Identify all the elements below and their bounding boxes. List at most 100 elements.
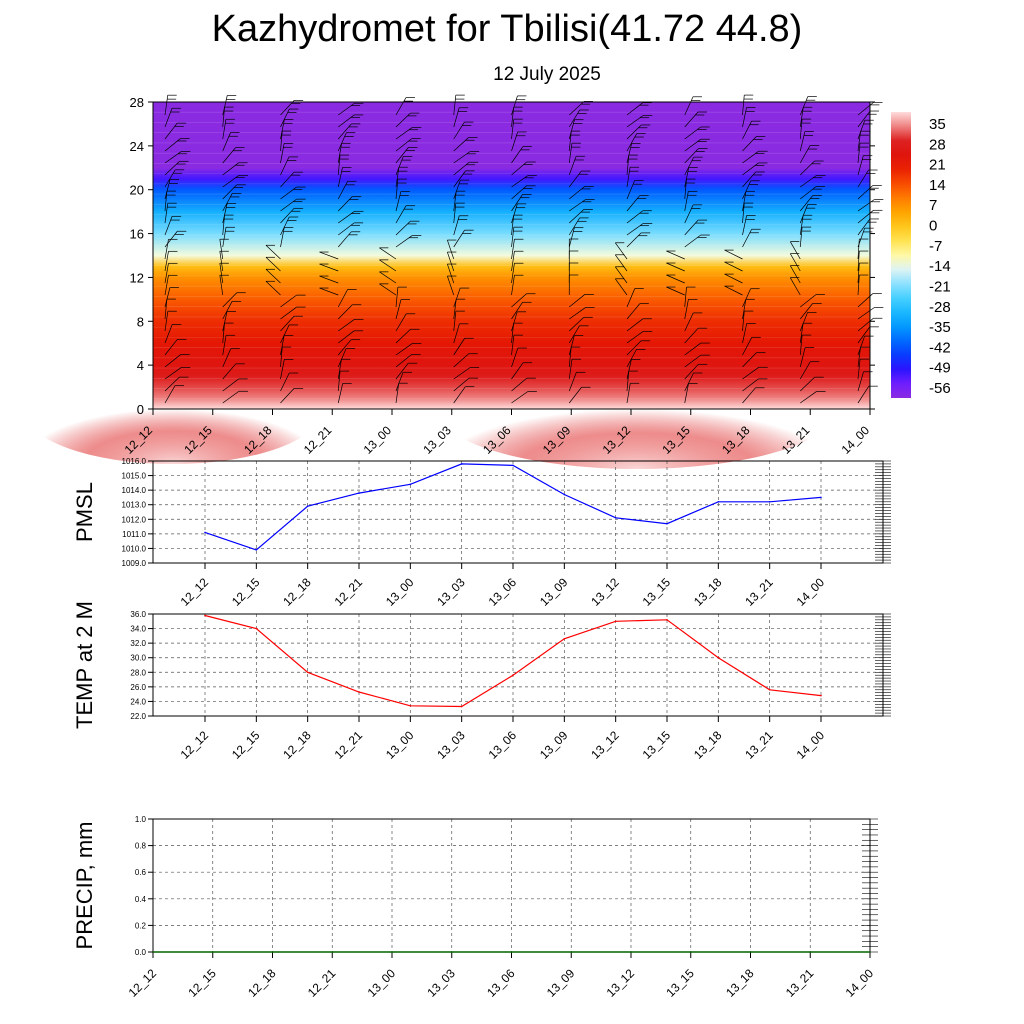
wind-barb (453, 377, 470, 392)
wind-barb (164, 161, 180, 176)
wind-barb (337, 181, 348, 200)
colorbar-label: 0 (929, 218, 937, 235)
wind-barb (280, 227, 285, 248)
wind-barb (338, 114, 355, 128)
wind-barb (742, 180, 752, 200)
wind-barb (338, 102, 355, 116)
wind-barb (511, 194, 523, 212)
wind-barb (395, 167, 400, 188)
y-tick-label: 1015.0 (122, 472, 147, 481)
wind-barb (453, 161, 470, 176)
data-point (460, 463, 463, 465)
wind-barb (857, 169, 869, 188)
x-tick-label: 12_15 (229, 575, 263, 609)
wind-barb (799, 107, 804, 128)
wind-barb (511, 227, 515, 248)
wind-barb (684, 148, 699, 164)
wind-barb (395, 156, 404, 176)
wind-barb (800, 391, 817, 404)
wind-barb (222, 215, 225, 236)
x-tick-label: 14_00 (843, 966, 877, 1000)
wind-barb (626, 155, 630, 176)
wind-barb (265, 281, 281, 296)
chart-title: Kazhydromet for Tbilisi(41.72 44.8) (211, 8, 803, 50)
wind-barb (857, 385, 870, 404)
wind-barb (453, 170, 466, 188)
wind-barb (568, 170, 582, 188)
wind-barb (395, 147, 409, 164)
wind-barb (511, 323, 514, 344)
wind-barb (164, 95, 169, 116)
x-tick-label: 12_18 (280, 728, 314, 762)
wind-barb (626, 223, 644, 236)
wind-barb (280, 171, 295, 188)
wind-barb (337, 289, 348, 308)
wind-barb (395, 220, 411, 236)
colorbar-label: -7 (929, 238, 942, 255)
wind-barb (222, 311, 228, 332)
wind-barb (447, 275, 455, 296)
wind-barb (511, 146, 524, 164)
wind-barb (742, 171, 756, 188)
colorbar-label: 7 (929, 197, 937, 214)
data-point (563, 493, 566, 496)
wind-barb (511, 275, 515, 296)
y-tick-label: 0.0 (135, 948, 147, 957)
plot-frame (152, 613, 884, 717)
wind-barb (684, 204, 694, 224)
wind-barb (684, 96, 694, 116)
wind-barb (280, 335, 285, 356)
x-tick-label: 12_21 (332, 728, 366, 762)
data-point (820, 694, 822, 697)
wind-barb (453, 386, 466, 404)
wind-barb (568, 347, 572, 368)
pmsl-panel: 1009.0 1010.0 1011.0 1012.0 1013.0 1014.0 1015… (72, 457, 891, 609)
wind-barb (222, 363, 237, 380)
x-tick-label: 14_00 (794, 575, 828, 609)
wind-barb (338, 222, 355, 236)
wind-barb (857, 326, 871, 344)
x-tick-label: 13_00 (365, 966, 399, 1000)
wind-barb (280, 306, 297, 320)
wind-barb (280, 324, 290, 344)
wind-barb (569, 209, 585, 224)
wind-barb (800, 160, 815, 176)
wind-barb (511, 362, 524, 380)
wind-barb (724, 285, 743, 296)
wind-barb (569, 294, 586, 308)
y-tick-label: 24 (130, 139, 144, 154)
data-point (306, 505, 309, 507)
y-tick-label: 8 (137, 314, 144, 329)
wind-barb (511, 302, 523, 320)
wind-barb (799, 215, 804, 236)
wind-barb (626, 102, 643, 116)
wind-barb (280, 108, 290, 128)
wind-barb (568, 359, 573, 380)
colorbar-label: -49 (929, 360, 951, 377)
wind-barb (615, 278, 628, 296)
data-point (409, 483, 412, 486)
wind-barb (395, 97, 407, 116)
wind-barb (568, 109, 581, 128)
wind-barb (684, 219, 699, 236)
wind-barb (453, 229, 465, 248)
wind-barb (164, 239, 169, 260)
data-point (204, 531, 206, 534)
wind-barb (742, 121, 752, 140)
wind-barb (568, 156, 577, 176)
wind-barb (742, 162, 759, 176)
wind-barb (164, 263, 169, 284)
wind-barb (857, 110, 871, 128)
wind-barb (569, 199, 586, 212)
wind-barb (857, 228, 866, 248)
wind-barb (337, 167, 343, 188)
wind-barb (219, 263, 224, 284)
wind-barb (742, 352, 757, 368)
wind-barb (222, 390, 240, 404)
wind-barb (799, 119, 803, 140)
y-tick-label: 0.4 (135, 895, 147, 904)
wind-barb (280, 294, 297, 308)
wind-barb (857, 347, 861, 368)
wind-barb (395, 112, 411, 128)
